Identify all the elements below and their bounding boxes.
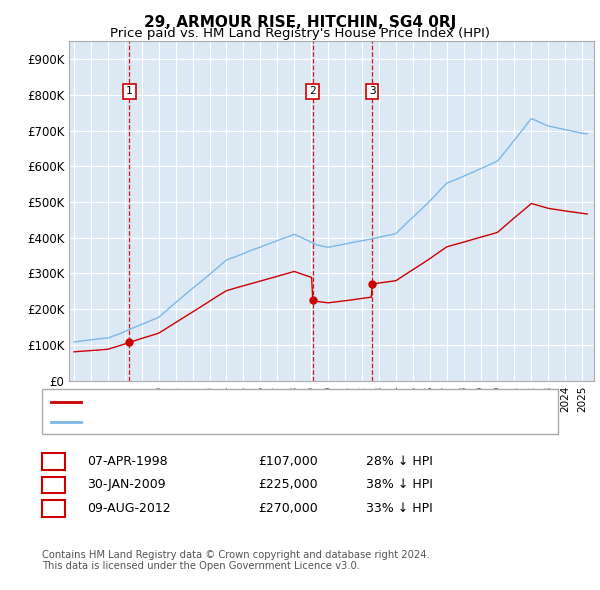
Text: 1: 1 [126, 86, 133, 96]
Text: Price paid vs. HM Land Registry's House Price Index (HPI): Price paid vs. HM Land Registry's House … [110, 27, 490, 40]
Text: Contains HM Land Registry data © Crown copyright and database right 2024.
This d: Contains HM Land Registry data © Crown c… [42, 550, 430, 572]
Text: 28% ↓ HPI: 28% ↓ HPI [366, 455, 433, 468]
Text: 30-JAN-2009: 30-JAN-2009 [87, 478, 166, 491]
Text: 3: 3 [369, 86, 376, 96]
Text: HPI: Average price, detached house, North Hertfordshire: HPI: Average price, detached house, Nort… [87, 415, 421, 428]
Text: 2: 2 [50, 478, 57, 491]
Text: 29, ARMOUR RISE, HITCHIN, SG4 0RJ (detached house): 29, ARMOUR RISE, HITCHIN, SG4 0RJ (detac… [87, 395, 409, 408]
Text: 33% ↓ HPI: 33% ↓ HPI [366, 502, 433, 515]
Text: 29, ARMOUR RISE, HITCHIN, SG4 0RJ: 29, ARMOUR RISE, HITCHIN, SG4 0RJ [144, 15, 456, 30]
Text: 38% ↓ HPI: 38% ↓ HPI [366, 478, 433, 491]
Text: 09-AUG-2012: 09-AUG-2012 [87, 502, 170, 515]
Text: 2: 2 [309, 86, 316, 96]
Text: 3: 3 [50, 502, 57, 515]
Text: 1: 1 [50, 455, 57, 468]
Text: £270,000: £270,000 [258, 502, 318, 515]
Text: 07-APR-1998: 07-APR-1998 [87, 455, 167, 468]
Text: £225,000: £225,000 [258, 478, 317, 491]
Text: £107,000: £107,000 [258, 455, 318, 468]
